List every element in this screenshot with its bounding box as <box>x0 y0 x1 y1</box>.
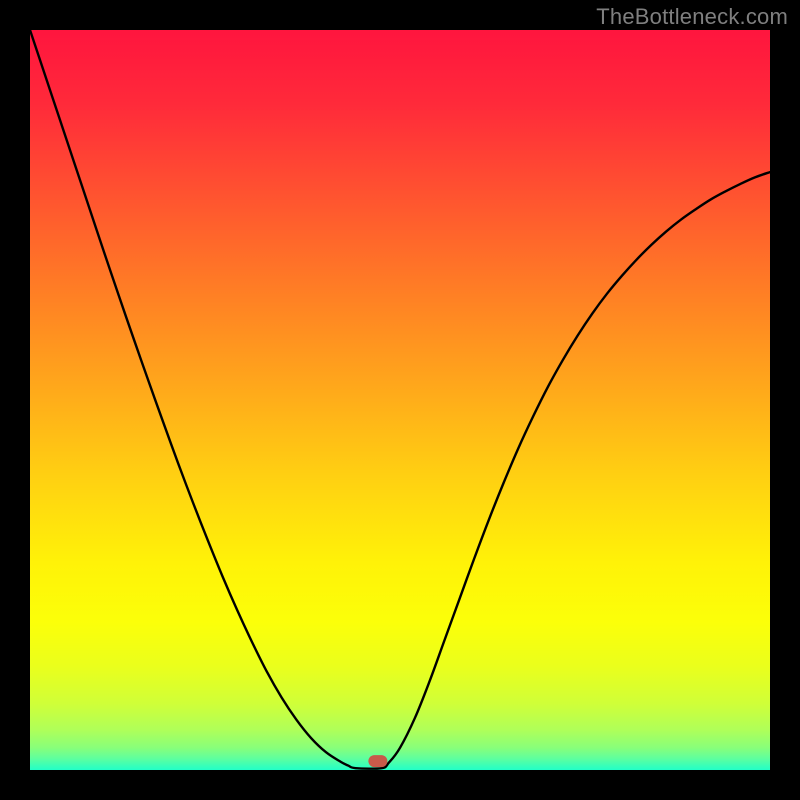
optimal-point-marker <box>368 755 387 767</box>
bottleneck-v-curve <box>30 30 770 770</box>
plot-area <box>30 30 770 770</box>
chart-frame: TheBottleneck.com <box>0 0 800 800</box>
watermark-text: TheBottleneck.com <box>596 4 788 30</box>
